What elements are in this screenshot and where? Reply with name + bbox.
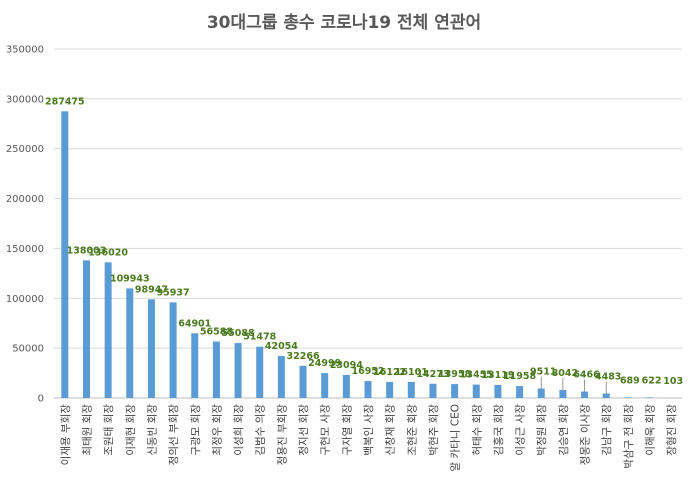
data-label: 32266	[287, 351, 320, 362]
x-tick-label: 신창재 회장	[385, 404, 397, 456]
x-tick-label: 조원태 회장	[103, 404, 115, 456]
x-tick-label: 이재현 회장	[125, 404, 137, 456]
bar	[126, 288, 134, 398]
x-tick-label: 박현주 회장	[428, 404, 440, 456]
bar	[342, 374, 350, 398]
data-label: 287475	[45, 96, 85, 107]
x-tick-label: 박삼구 전 회장	[623, 404, 635, 469]
x-tick-label: 김승연 회장	[558, 404, 570, 456]
x-tick-label: 박정원 회장	[536, 404, 548, 456]
bar	[61, 111, 69, 398]
x-tick-label: 이성희 회장	[233, 404, 245, 456]
x-tick-label: 이재용 부회장	[60, 404, 72, 466]
data-label: 14273	[416, 369, 449, 380]
x-tick-label: 구광모 회장	[190, 404, 202, 456]
x-tick-label: 이해욱 회장	[644, 404, 657, 456]
bar	[299, 365, 307, 398]
x-tick-label: 김남구 회장	[601, 404, 613, 456]
bar	[559, 389, 567, 398]
data-label: 51478	[243, 332, 276, 343]
bar	[277, 356, 285, 398]
x-tick-label: 조현준 회장	[406, 404, 418, 456]
x-tick-label: 정지선 회장	[298, 404, 310, 456]
bar	[537, 388, 545, 398]
bar	[494, 384, 502, 398]
data-label: 138003	[67, 245, 107, 256]
x-tick-label: 김범수 의장	[255, 404, 267, 456]
x-tick-label: 이성근 사장	[515, 404, 527, 456]
data-label: 109943	[110, 273, 150, 284]
x-tick-label: 김홍국 회장	[492, 404, 505, 456]
data-label: 23094	[330, 360, 363, 371]
data-label: 11958	[503, 371, 536, 382]
data-label: 13119	[481, 370, 514, 381]
data-label: 64901	[178, 318, 211, 329]
data-label: 9511	[530, 367, 556, 378]
bar	[451, 384, 459, 398]
data-label: 8042	[552, 368, 578, 379]
data-label: 98947	[135, 284, 168, 295]
x-tick-label: 최태원 회장	[81, 404, 93, 456]
bar	[602, 393, 610, 398]
chart-title: 30대그룹 총수 코로나19 전체 연관어	[206, 13, 482, 33]
y-tick-label: 200000	[6, 194, 44, 205]
x-tick-label: 정용진 부회장	[276, 404, 288, 466]
data-label: 16952	[351, 366, 384, 377]
x-tick-label: 장형진 회장	[666, 404, 678, 456]
y-tick-label: 50000	[12, 344, 44, 355]
bar	[104, 262, 112, 398]
bar	[212, 341, 220, 398]
bar	[191, 333, 199, 398]
bar	[581, 391, 589, 398]
x-tick-label: 정몽준 이사장	[580, 404, 592, 466]
bar	[169, 302, 177, 398]
data-label: 6466	[573, 370, 600, 381]
bar	[624, 397, 632, 398]
x-tick-label: 백복인 사장	[363, 404, 375, 456]
x-tick-label: 알 카타니 CEO	[450, 404, 462, 472]
bar	[234, 343, 242, 398]
data-label: 622	[642, 375, 662, 386]
y-tick-label: 150000	[6, 244, 44, 255]
bar	[516, 386, 524, 398]
bar	[646, 397, 654, 398]
bar	[256, 346, 264, 398]
x-tick-label: 최정우 회장	[211, 404, 223, 456]
y-tick-label: 350000	[6, 45, 44, 56]
x-tick-label: 신동빈 회장	[146, 404, 158, 456]
data-label: 16101	[395, 367, 428, 378]
bar	[82, 260, 90, 398]
data-label: 55088	[222, 328, 255, 339]
data-label: 103	[663, 376, 683, 387]
data-label: 13455	[460, 370, 493, 381]
bar	[407, 381, 415, 398]
x-tick-label: 구자열 회장	[341, 404, 353, 456]
y-tick-label: 100000	[6, 294, 44, 305]
bar	[472, 384, 480, 398]
bar	[147, 299, 155, 398]
bar	[386, 381, 394, 398]
x-tick-label: 구현모 사장	[320, 404, 332, 456]
data-label: 689	[620, 375, 640, 386]
data-label: 56588	[200, 327, 233, 338]
data-label: 42054	[265, 341, 298, 352]
data-label: 13958	[438, 369, 471, 380]
bar	[364, 381, 372, 398]
data-label: 136020	[88, 247, 128, 258]
data-label: 16122	[373, 367, 406, 378]
x-tick-label: 정의선 부회장	[168, 404, 180, 466]
data-label: 24999	[308, 358, 341, 369]
data-label: 95937	[157, 287, 190, 298]
y-tick-label: 250000	[6, 144, 44, 155]
bar	[321, 373, 329, 398]
x-tick-label: 허태수 회장	[471, 404, 483, 456]
y-tick-label: 0	[38, 394, 44, 405]
data-label: 4483	[595, 372, 621, 383]
y-tick-label: 300000	[6, 94, 44, 105]
bar	[429, 383, 437, 398]
